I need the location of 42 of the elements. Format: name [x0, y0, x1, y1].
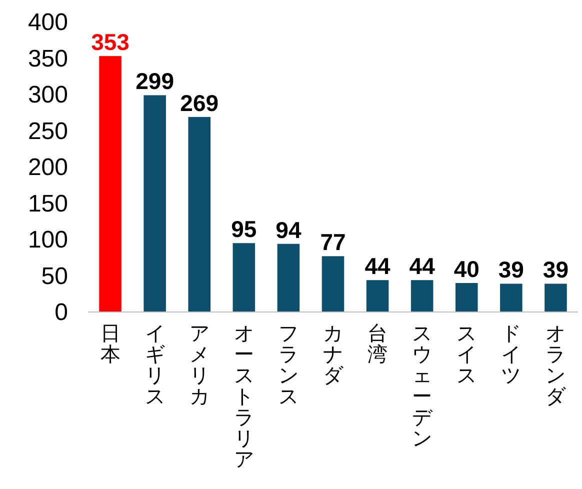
y-tick-label: 400 — [28, 9, 68, 36]
bar — [232, 243, 256, 312]
bar — [366, 280, 389, 312]
x-tick-label: イギリス — [144, 323, 165, 408]
y-tick-label: 50 — [41, 262, 68, 290]
bar — [188, 116, 210, 312]
data-label: 299 — [136, 68, 174, 94]
y-tick-label: 350 — [28, 45, 68, 72]
x-tick-label: 日本 — [100, 323, 120, 366]
data-label: 44 — [364, 253, 391, 280]
bar — [500, 284, 522, 312]
bar — [99, 56, 122, 312]
x-tick-label: オーストラリア — [234, 323, 254, 471]
data-label: 39 — [498, 256, 524, 283]
y-tick-label: 0 — [54, 299, 68, 326]
x-tick-label: カナダ — [323, 323, 344, 387]
bar — [544, 284, 567, 312]
data-label: 39 — [542, 256, 569, 283]
bar — [322, 256, 344, 312]
x-tick-label: アメリカ — [189, 323, 210, 408]
bar — [144, 95, 166, 312]
x-tick-label: 台湾 — [368, 323, 388, 366]
data-label: 353 — [91, 29, 130, 56]
y-tick-label: 200 — [28, 154, 68, 181]
bar — [456, 283, 478, 312]
data-label: 94 — [276, 216, 302, 243]
y-tick-label: 250 — [28, 118, 68, 145]
y-tick-label: 100 — [28, 226, 68, 254]
x-tick-label: フランス — [278, 323, 298, 408]
x-tick-label: スイス — [456, 323, 477, 387]
x-tick-label: スウェーデン — [412, 323, 434, 450]
y-tick-label: 300 — [28, 82, 68, 108]
data-label: 95 — [231, 216, 257, 242]
data-label: 44 — [409, 253, 436, 280]
bar — [410, 280, 434, 312]
x-tick-label: オランダ — [546, 323, 567, 408]
data-label: 40 — [454, 256, 480, 282]
x-tick-label: ドイツ — [501, 323, 522, 387]
y-tick-label: 150 — [28, 190, 68, 218]
bar — [277, 244, 300, 312]
data-label: 77 — [320, 229, 346, 256]
data-label: 269 — [180, 90, 219, 116]
